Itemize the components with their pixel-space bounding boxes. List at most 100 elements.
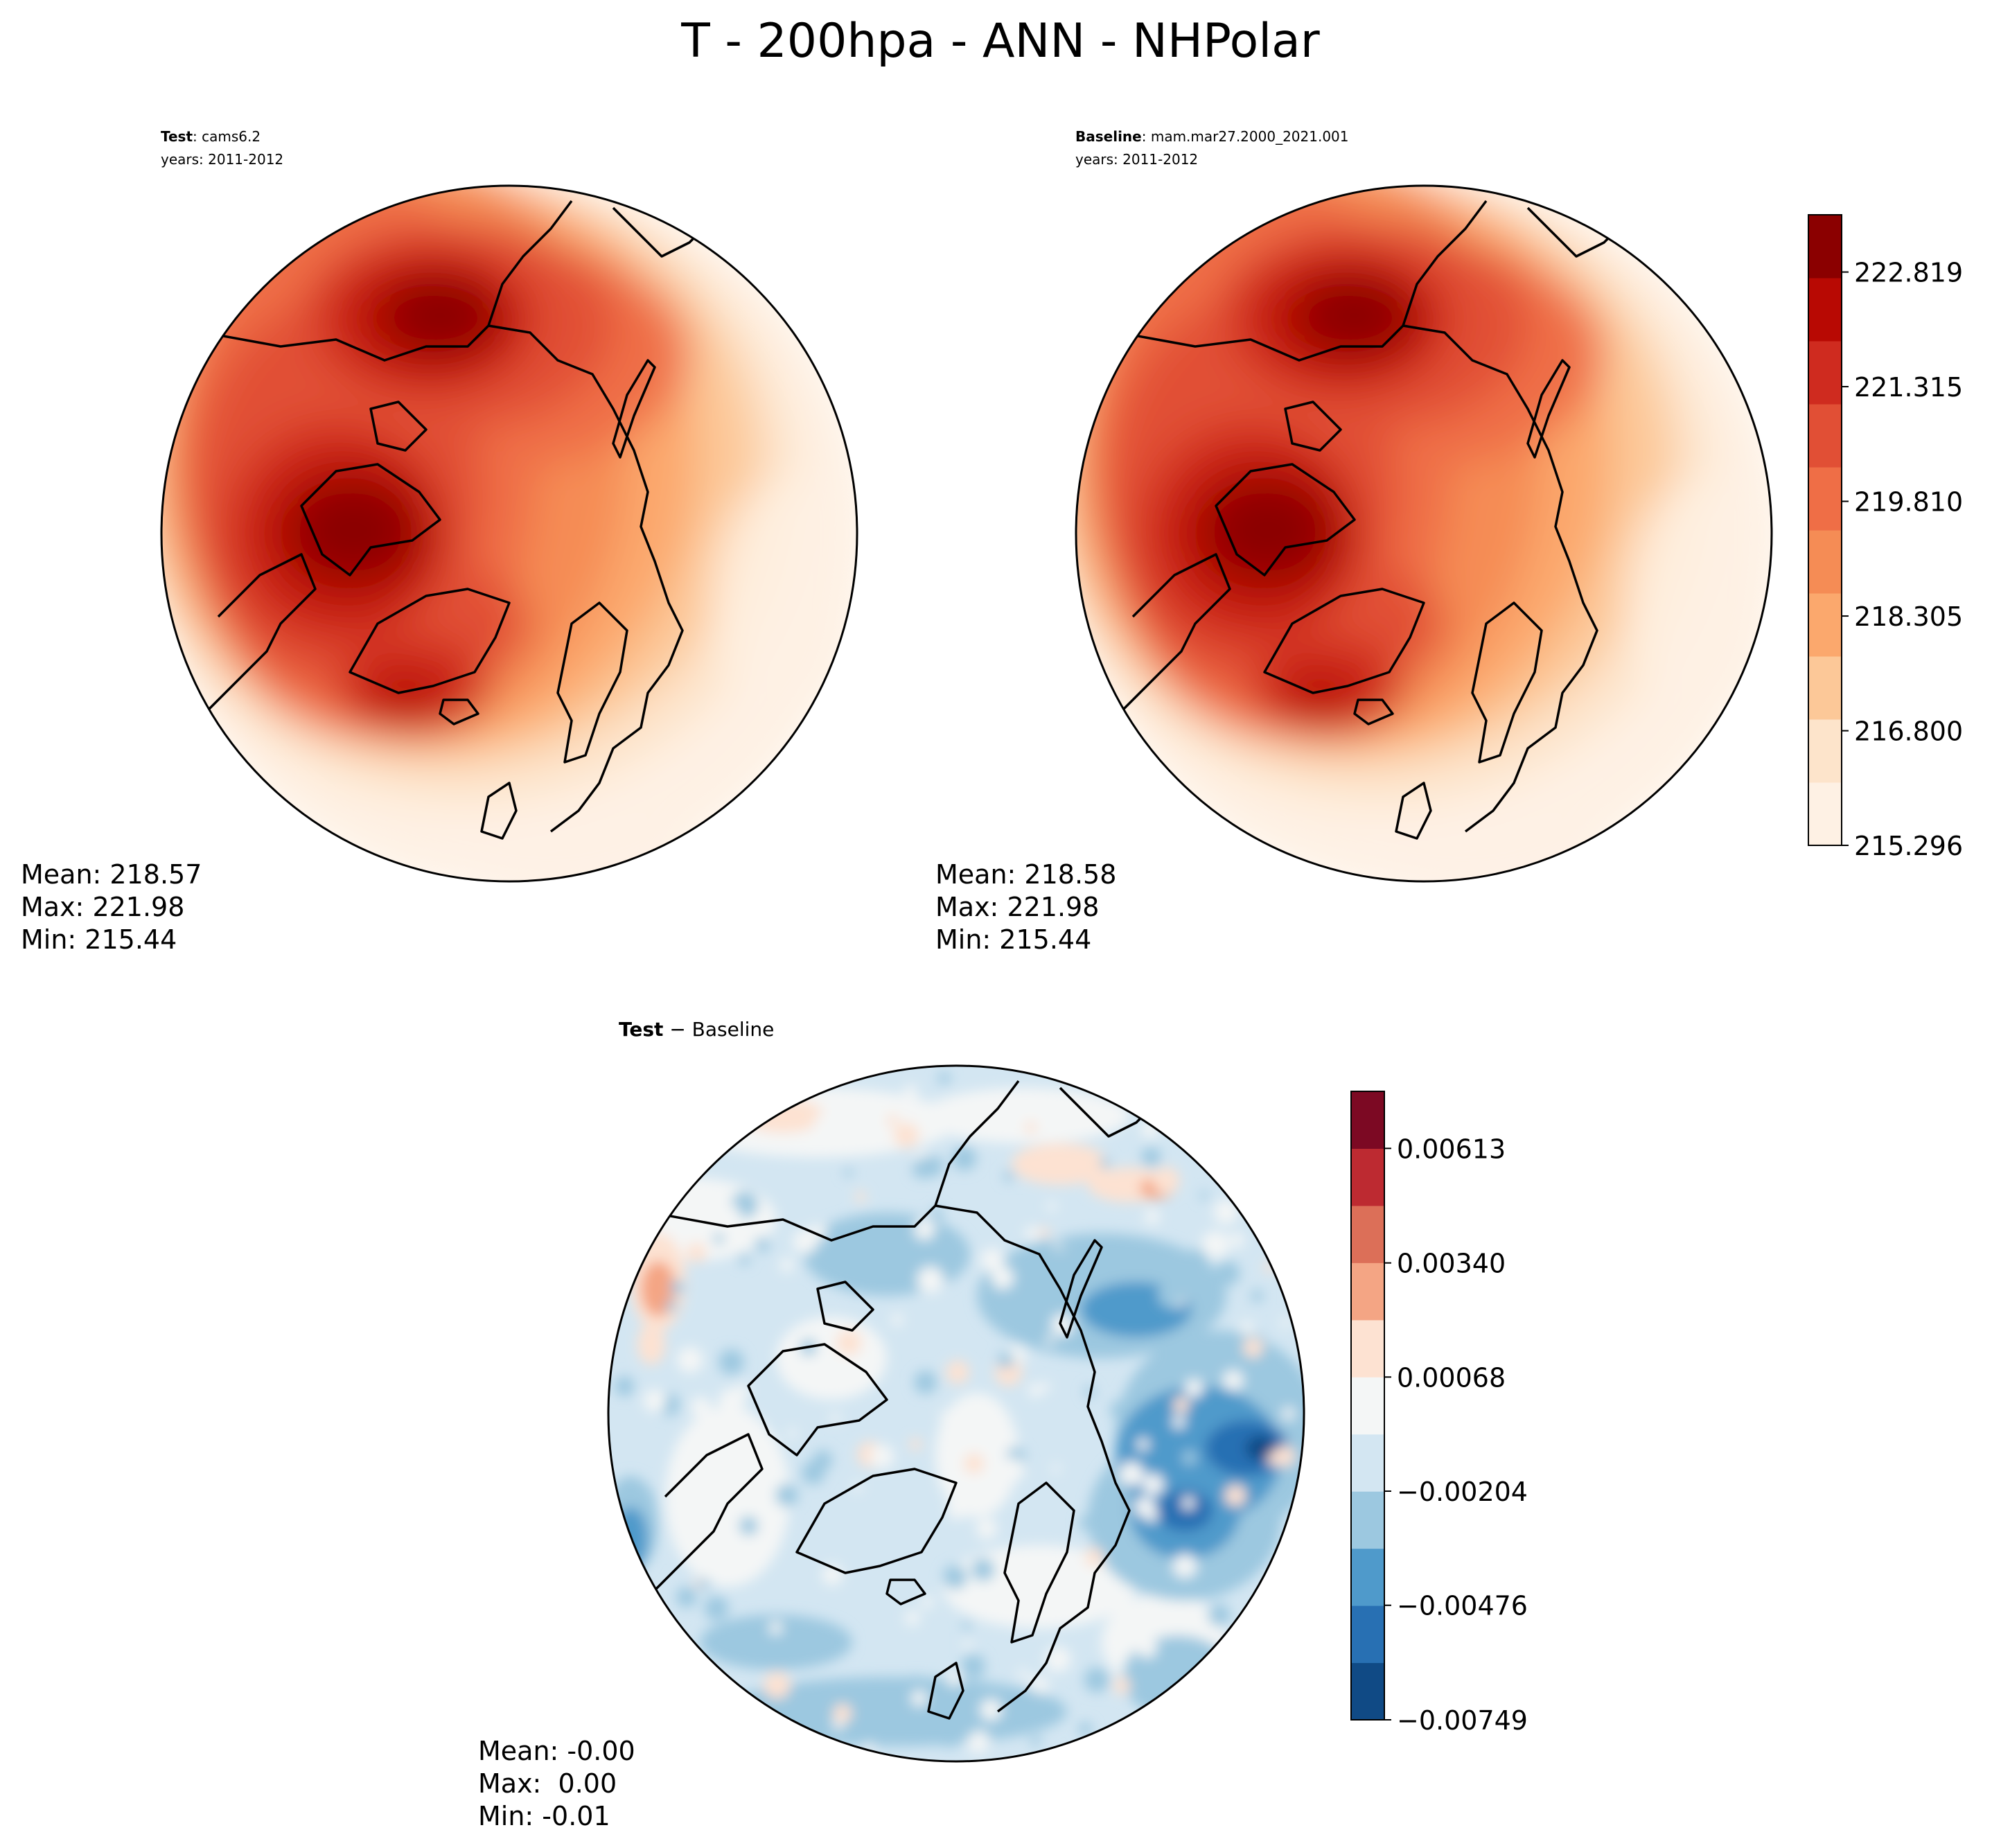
coastline-segment-5 <box>885 1578 926 1605</box>
difference-speckle-62 <box>1280 1317 1292 1328</box>
coastline-segment-6 <box>795 1468 958 1574</box>
difference-speckle-36 <box>931 1208 944 1220</box>
difference-speckle-33 <box>1240 1321 1253 1335</box>
cbar-temp-swatch-8 <box>1808 278 1842 342</box>
cbar-temp-tick-label-3: 219.810 <box>1854 487 1963 518</box>
difference-speckle-111 <box>738 1253 750 1265</box>
panel-test-label-case: : cams6.2 <box>193 128 261 145</box>
difference-speckle-80 <box>1158 1282 1183 1308</box>
difference-speckle-110 <box>755 1237 770 1252</box>
panel-test: Test: cams6.2 years: 2011-2012 Mean: 218… <box>21 128 858 955</box>
difference-speckle-137 <box>1119 1461 1144 1486</box>
coastline-segment-9 <box>203 553 317 715</box>
coastline-segment-2 <box>1402 324 1598 833</box>
difference-speckle-82 <box>917 1266 944 1294</box>
difference-speckle-113 <box>1145 1208 1160 1224</box>
baseline-coastlines <box>1118 193 1681 840</box>
difference-speckle-100 <box>940 1730 959 1748</box>
difference-speckle-118 <box>802 1461 825 1485</box>
test-temperature-field <box>161 186 857 881</box>
difference-speckle-108 <box>736 1383 750 1397</box>
coastline-segment-2 <box>935 1204 1131 1713</box>
panel-difference-label-bold: Test <box>619 1018 663 1041</box>
test-mean: Mean: 218.57 <box>21 859 202 890</box>
difference-speckle-63 <box>764 1671 791 1699</box>
difference-speckle-131 <box>670 1280 685 1295</box>
difference-speckle-122 <box>833 1703 852 1723</box>
difference-speckle-95 <box>998 1352 1014 1369</box>
coastline-segment-6 <box>1263 588 1425 694</box>
temperature-level-8-patch-2 <box>364 672 447 714</box>
baseline-temperature-field <box>1076 186 1772 881</box>
difference-speckle-135 <box>1213 1199 1239 1224</box>
difference-speckle-154 <box>1273 1445 1296 1467</box>
difference-speckle-87 <box>1172 1554 1197 1578</box>
difference-speckle-133 <box>1134 1497 1156 1517</box>
cbar-diff-swatch-1 <box>1351 1605 1384 1664</box>
difference-patch-20 <box>700 1614 852 1670</box>
temperature-level-9-patch-1 <box>385 277 495 353</box>
panel-test-label: Test: cams6.2 <box>161 128 261 145</box>
difference-speckle-140 <box>946 1360 969 1384</box>
difference-speckle-99 <box>1025 1226 1039 1241</box>
difference-speckle-10 <box>719 1388 745 1414</box>
difference-min: Min: -0.01 <box>478 1801 610 1831</box>
cbar-diff-swatch-2 <box>1351 1548 1384 1606</box>
difference-speckle-144 <box>726 1206 741 1220</box>
coastline-segment-3 <box>1471 601 1543 764</box>
difference-field <box>608 1066 1304 1761</box>
coastline-segment-0 <box>1118 200 1488 362</box>
baseline-max: Max: 221.98 <box>935 892 1099 922</box>
coastline-segment-8 <box>369 401 427 452</box>
difference-speckle-139 <box>1136 1637 1158 1658</box>
difference-speckle-155 <box>813 1114 836 1136</box>
panel-difference-label-rest: − Baseline <box>663 1018 774 1041</box>
difference-speckle-103 <box>1113 1677 1131 1695</box>
difference-speckle-47 <box>1051 1464 1061 1473</box>
test-min: Min: 215.44 <box>21 924 177 955</box>
test-coastlines <box>203 193 766 840</box>
difference-speckle-39 <box>665 1300 678 1312</box>
panel-test-map <box>161 186 857 881</box>
difference-speckle-14 <box>677 1346 703 1373</box>
difference-patch-30 <box>1246 1436 1276 1461</box>
difference-speckle-142 <box>1184 1379 1204 1398</box>
difference-speckle-57 <box>1215 1260 1240 1286</box>
difference-colorbar: −0.00749 −0.00476 −0.00204 0.00068 0.00340 0.… <box>1350 1091 1528 1736</box>
figure-title: T - 200hpa - ANN - NHPolar <box>680 14 1320 69</box>
coastline-segment-9 <box>650 1433 764 1595</box>
difference-speckle-105 <box>963 1453 985 1474</box>
cbar-temp-tick-label-4: 221.315 <box>1854 372 1963 403</box>
difference-speckle-29 <box>971 1558 995 1581</box>
difference-speckle-104 <box>1039 1105 1052 1118</box>
difference-patch-29 <box>1157 1490 1213 1531</box>
cbar-diff-frame <box>1350 1091 1385 1721</box>
coastline-segment-3 <box>556 601 628 764</box>
difference-speckle-66 <box>719 1349 744 1375</box>
difference-speckle-74 <box>1084 1547 1104 1567</box>
cbar-temp-tick-label-5: 222.819 <box>1854 258 1963 288</box>
difference-speckle-145 <box>698 1578 710 1590</box>
difference-speckle-109 <box>861 1115 875 1129</box>
difference-speckle-98 <box>1084 1667 1109 1693</box>
temperature-cool-patch <box>1625 478 1772 728</box>
difference-speckle-84 <box>1251 1290 1264 1303</box>
difference-speckle-5 <box>615 1376 635 1396</box>
cbar-temp-swatch-9 <box>1808 215 1842 279</box>
difference-patch-11 <box>741 1098 825 1133</box>
difference-speckle-138 <box>1079 1516 1093 1530</box>
difference-speckle-38 <box>1082 1328 1100 1347</box>
difference-speckle-41 <box>643 1389 667 1413</box>
difference-speckle-17 <box>946 1671 962 1687</box>
panel-test-boundary <box>160 184 858 883</box>
coastline-segment-2 <box>488 324 684 833</box>
difference-speckle-89 <box>1243 1337 1263 1358</box>
cbar-diff-swatch-10 <box>1351 1091 1384 1149</box>
cbar-diff-tick-label-2: −0.00204 <box>1397 1477 1528 1507</box>
difference-speckle-157 <box>1182 1496 1195 1510</box>
cbar-temp-swatch-0 <box>1808 782 1842 846</box>
difference-speckle-102 <box>876 1228 902 1253</box>
difference-speckle-112 <box>976 1518 997 1540</box>
panel-test-years: years: 2011-2012 <box>161 151 283 168</box>
